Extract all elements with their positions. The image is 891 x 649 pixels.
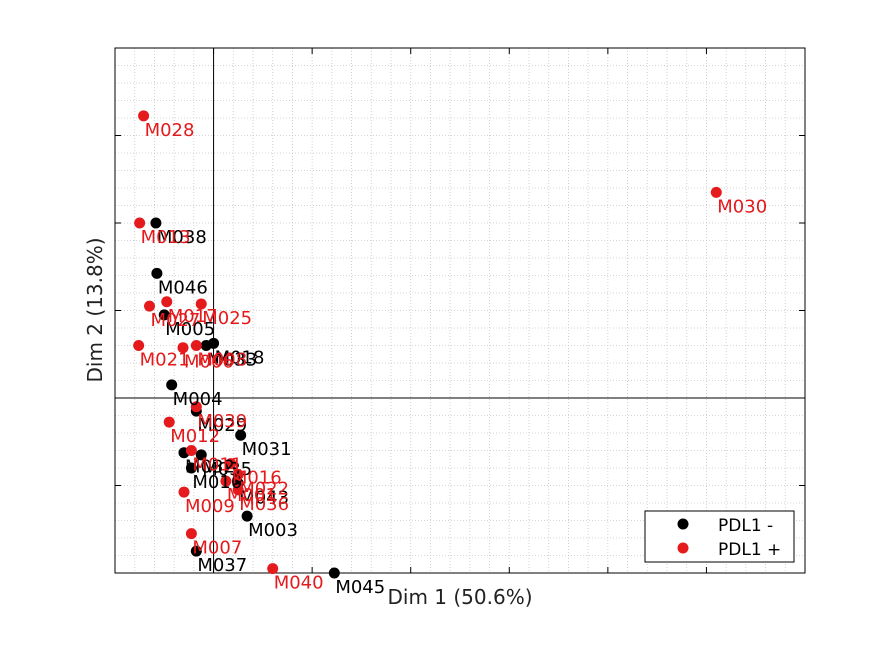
point-label-m039: M039	[197, 411, 247, 432]
data-point-m035	[195, 449, 207, 461]
point-label-m032: M032	[185, 457, 235, 478]
point-label-m011: M011	[192, 455, 242, 476]
point-label-m046: M046	[158, 277, 208, 298]
legend-marker-pdl1-positive	[677, 542, 689, 554]
point-label-m027: M027	[151, 310, 201, 331]
data-point-m039	[190, 401, 202, 413]
data-point-m036	[232, 484, 244, 496]
legend-label-pdl1-negative: PDL1 -	[718, 516, 773, 536]
data-point-m040	[267, 563, 279, 575]
point-label-m038: M038	[157, 227, 207, 248]
data-point-m005	[158, 309, 170, 321]
data-point-m031	[235, 429, 247, 441]
data-point-m001	[220, 475, 232, 487]
point-label-m003: M003	[248, 520, 298, 541]
point-label-m031: M031	[242, 439, 292, 460]
point-label-m045: M045	[335, 577, 385, 598]
point-label-m004: M004	[173, 389, 223, 410]
data-point-m007	[185, 528, 197, 540]
point-label-m001: M001	[227, 485, 277, 506]
data-point-m008	[190, 340, 202, 351]
point-label-m037: M037	[197, 555, 247, 576]
point-label-m005: M005	[165, 319, 215, 340]
point-label-m030: M030	[717, 196, 767, 217]
legend-marker-pdl1-negative	[677, 518, 689, 530]
point-label-m010: M010	[192, 472, 242, 493]
data-point-m027	[144, 300, 155, 312]
data-point-m045	[328, 567, 340, 579]
point-label-m013: M013	[141, 227, 191, 248]
x-axis-label: Dim 1 (50.6%)	[387, 585, 532, 609]
data-point-m017	[161, 296, 173, 308]
data-point-m012	[163, 416, 175, 428]
point-label-m022: M022	[239, 479, 289, 500]
point-label-m018: M018	[215, 347, 265, 368]
point-label-m043: M043	[239, 487, 289, 508]
point-label-m008: M008	[197, 350, 247, 371]
data-point-m010	[185, 462, 197, 474]
legend: PDL1 - PDL1 +	[644, 510, 795, 563]
point-label-m028: M028	[145, 120, 195, 141]
point-label-m035: M035	[202, 459, 252, 480]
point-label-m025: M025	[202, 308, 252, 329]
legend-label-pdl1-positive: PDL1 +	[718, 540, 781, 560]
data-point-m003	[241, 510, 253, 522]
point-label-m040: M040	[274, 573, 324, 594]
data-points	[133, 110, 722, 579]
grid-lines	[115, 48, 805, 573]
data-point-m030	[710, 186, 722, 198]
point-label-m007: M007	[192, 538, 242, 559]
reference-lines	[115, 48, 805, 573]
point-label-m021: M021	[140, 350, 190, 371]
data-point-m022	[232, 469, 244, 481]
data-point-m025	[195, 298, 207, 310]
y-axis-label: Dim 2 (13.8%)	[83, 237, 107, 382]
point-label-m012: M012	[170, 426, 220, 447]
point-label-m009: M009	[185, 496, 235, 517]
data-point-m011	[185, 445, 197, 456]
data-point-m016	[225, 458, 237, 470]
point-label-m036: M036	[239, 494, 289, 515]
data-point-m028	[138, 110, 150, 122]
data-point-m004	[166, 379, 178, 391]
data-point-m021	[133, 340, 145, 351]
data-point-m038	[150, 217, 162, 229]
point-label-m029: M029	[197, 415, 247, 436]
data-point-m037	[190, 545, 202, 557]
point-label-m016: M016	[232, 468, 282, 489]
data-point-m046	[151, 267, 163, 279]
data-point-m033	[200, 340, 212, 351]
data-point-m013	[134, 217, 146, 229]
point-label-m017: M017	[168, 306, 218, 327]
point-label-m006: M006	[184, 352, 234, 373]
legend-box	[644, 510, 795, 563]
data-point-m006	[177, 342, 189, 354]
data-point-m009	[178, 486, 190, 498]
point-label-m033: M033	[207, 350, 257, 371]
